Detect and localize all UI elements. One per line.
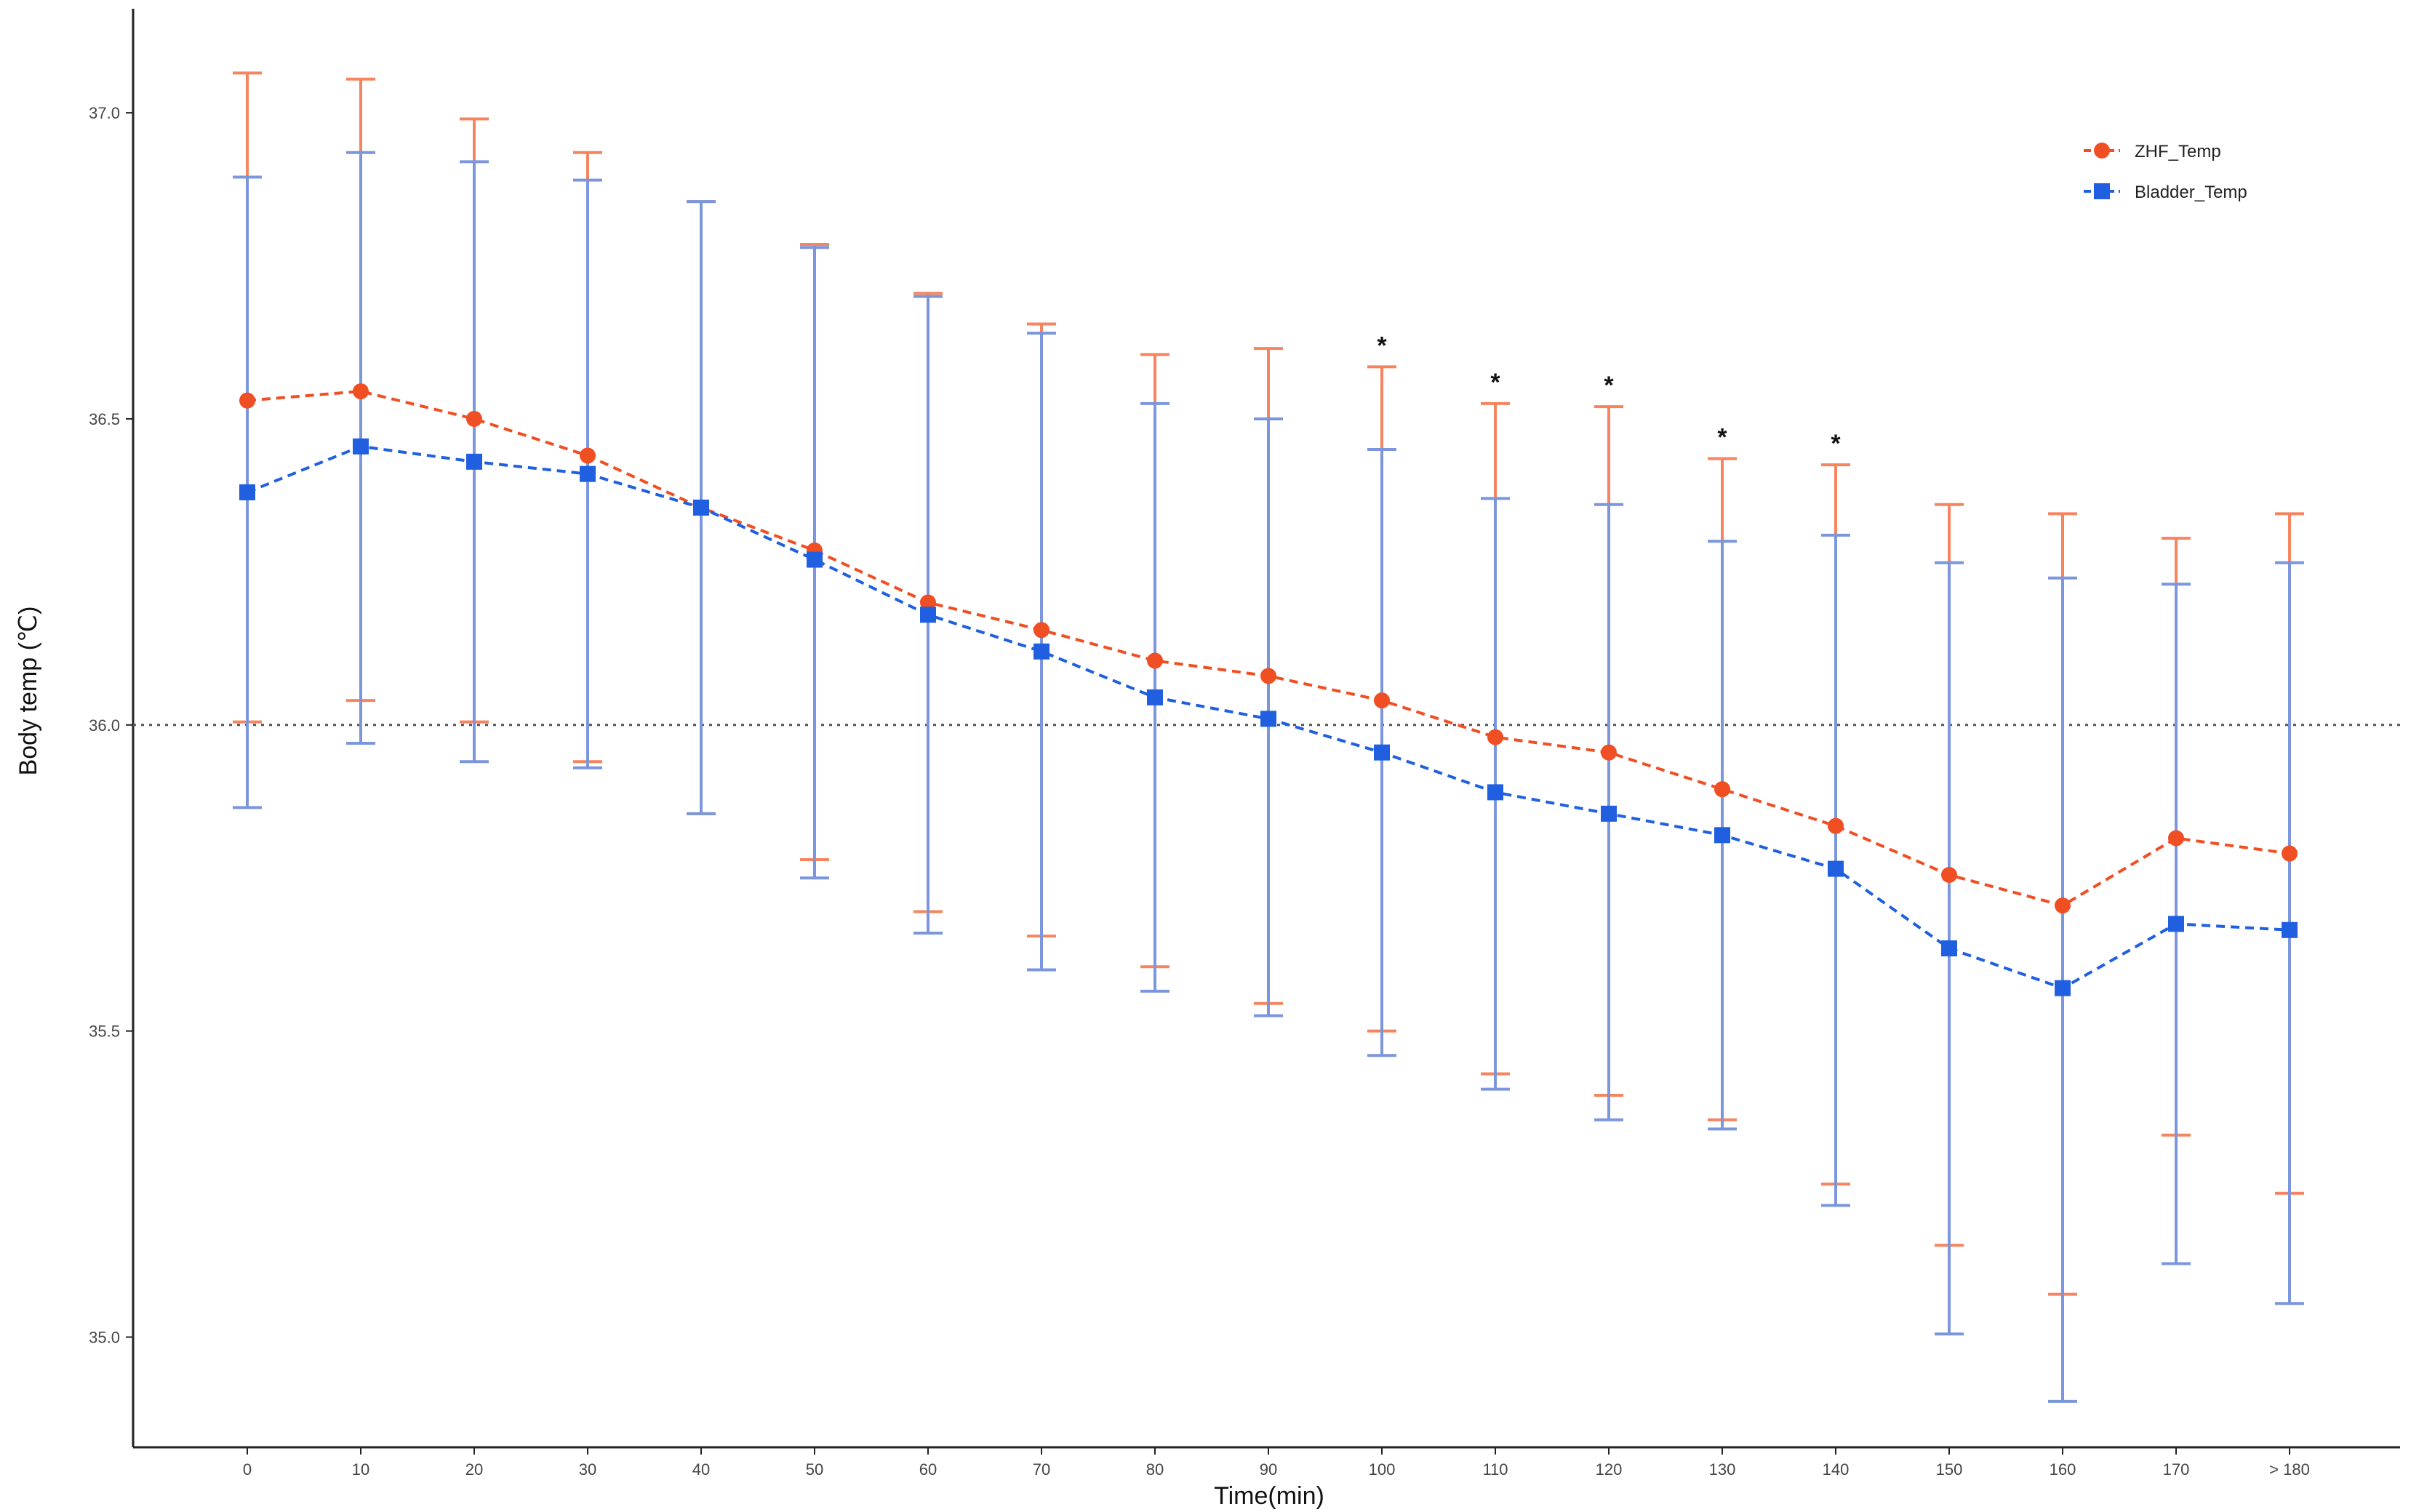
bladder-point — [920, 607, 936, 623]
zhf-point — [1374, 692, 1390, 709]
y-axis-title: Body temp (℃) — [15, 607, 42, 776]
y-tick-label: 37.0 — [89, 104, 120, 122]
y-tick-label: 36.0 — [89, 716, 120, 735]
x-tick-label: 90 — [1260, 1460, 1277, 1479]
bladder-point — [1941, 940, 1957, 957]
series-points — [239, 383, 2298, 996]
significance-marker: * — [1831, 430, 1841, 457]
x-tick-label: 100 — [1369, 1460, 1396, 1479]
bladder-point — [693, 499, 709, 516]
y-tick-label: 35.0 — [89, 1328, 120, 1346]
legend-bladder-marker — [2094, 183, 2110, 199]
x-tick-label: 120 — [1596, 1460, 1623, 1479]
x-tick-label: 130 — [1709, 1460, 1736, 1479]
bladder-point — [807, 551, 823, 568]
bladder-point — [1033, 643, 1049, 660]
x-tick-label: 50 — [806, 1460, 823, 1479]
zhf-point — [2055, 897, 2071, 914]
x-tick-label: 80 — [1146, 1460, 1164, 1479]
x-tick-label: > 180 — [2269, 1460, 2310, 1479]
legend-bladder-label: Bladder_Temp — [2135, 183, 2247, 202]
zhf-point — [1033, 622, 1049, 639]
error-bars — [233, 71, 2304, 1403]
x-tick-label: 150 — [1936, 1460, 1963, 1479]
x-tick-label: 170 — [2163, 1460, 2190, 1479]
axes: 35.0 35.5 36.0 36.5 37.0 0 10 20 30 40 50 60 70 80 90 1… — [89, 9, 2400, 1479]
x-tick-label: 20 — [465, 1460, 483, 1479]
legend-zhf-label: ZHF_Temp — [2135, 142, 2221, 161]
bladder-point — [466, 453, 482, 470]
bladder-point — [1828, 860, 1844, 877]
significance-marker: * — [1490, 369, 1500, 396]
zhf-point — [1487, 729, 1503, 745]
zhf-point — [1601, 744, 1617, 761]
zhf-point — [2168, 830, 2184, 847]
bladder-point — [580, 465, 596, 482]
bladder-point — [353, 438, 369, 455]
zhf-point — [1828, 817, 1844, 834]
x-tick-label: 0 — [243, 1460, 252, 1479]
zhf-point — [466, 410, 482, 427]
x-tick-label: 40 — [692, 1460, 710, 1479]
significance-marker: * — [1717, 424, 1727, 452]
bladder-point — [1147, 689, 1163, 705]
zhf-point — [353, 383, 369, 400]
y-tick-label: 35.5 — [89, 1023, 120, 1041]
zhf-point — [1147, 652, 1163, 669]
bladder-point — [1714, 827, 1730, 844]
significance-markers: * * * * * — [1377, 332, 1841, 457]
zhf-point — [1941, 867, 1957, 884]
x-tick-label: 10 — [352, 1460, 369, 1479]
zhf-point — [239, 392, 255, 409]
bladder-point — [1374, 744, 1390, 761]
x-tick-label: 160 — [2050, 1460, 2076, 1479]
bladder-point — [2282, 921, 2298, 938]
bladder-point — [239, 484, 255, 500]
legend-zhf-marker — [2094, 143, 2110, 159]
x-tick-label: 30 — [579, 1460, 596, 1479]
x-tick-label: 140 — [1823, 1460, 1850, 1479]
significance-marker: * — [1377, 332, 1387, 359]
bladder-point — [2168, 916, 2184, 932]
zhf-point — [1260, 668, 1276, 684]
zhf-point — [580, 447, 596, 464]
x-axis-title: Time(min) — [1214, 1482, 1324, 1510]
bladder-point — [2055, 980, 2071, 996]
significance-marker: * — [1604, 372, 1614, 399]
zhf-point — [920, 594, 936, 611]
x-tick-label: 70 — [1033, 1460, 1050, 1479]
x-tick-label: 60 — [919, 1460, 937, 1479]
y-tick-label: 36.5 — [89, 410, 120, 428]
bladder-point — [1487, 784, 1503, 801]
zhf-point — [2282, 845, 2298, 862]
x-tick-label: 110 — [1482, 1460, 1508, 1479]
legend: ZHF_Temp Bladder_Temp — [2084, 142, 2247, 202]
bladder-point — [1601, 805, 1617, 822]
zhf-point — [1714, 781, 1730, 798]
bladder-point — [1260, 711, 1276, 727]
